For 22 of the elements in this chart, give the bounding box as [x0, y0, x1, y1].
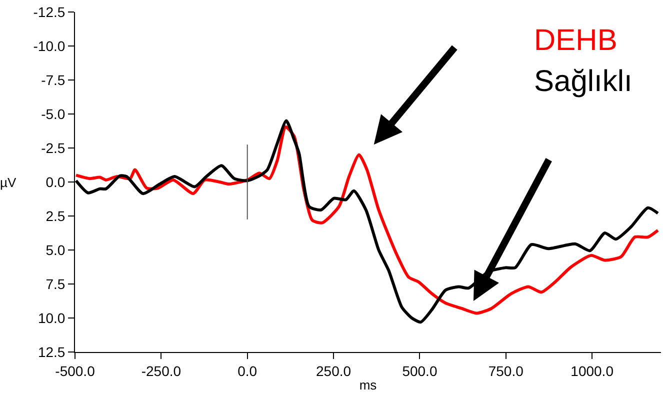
x-tick-label: -250.0 [141, 362, 182, 379]
y-tick-label: 0.0 [46, 174, 66, 190]
y-tick-label: 10.0 [38, 310, 66, 326]
y-tick-label: 2.5 [46, 208, 66, 224]
y-tick-label: -7.5 [41, 72, 66, 88]
y-tick-label: -10.0 [33, 38, 66, 54]
x-tick-label: 750.0 [488, 362, 524, 379]
text: Sağlıklı [534, 65, 632, 98]
y-tick-label: 12.5 [38, 344, 66, 360]
y-tick-label: -5.0 [41, 106, 66, 122]
x-tick-label: 1000.0 [570, 362, 614, 379]
text: DEHB [534, 24, 618, 57]
x-tick-label: -500.0 [55, 362, 96, 379]
y-tick-label: -12.5 [33, 4, 66, 20]
y-tick-label: 7.5 [46, 276, 66, 292]
x-tick-label: 500.0 [402, 362, 438, 379]
y-tick-label: 5.0 [46, 242, 66, 258]
y-axis-title: µV [0, 175, 16, 190]
y-tick-label: -2.5 [41, 140, 66, 156]
x-tick-label: 250.0 [316, 362, 352, 379]
x-tick-label: 0.0 [238, 362, 258, 379]
x-axis-title: ms [359, 377, 378, 392]
